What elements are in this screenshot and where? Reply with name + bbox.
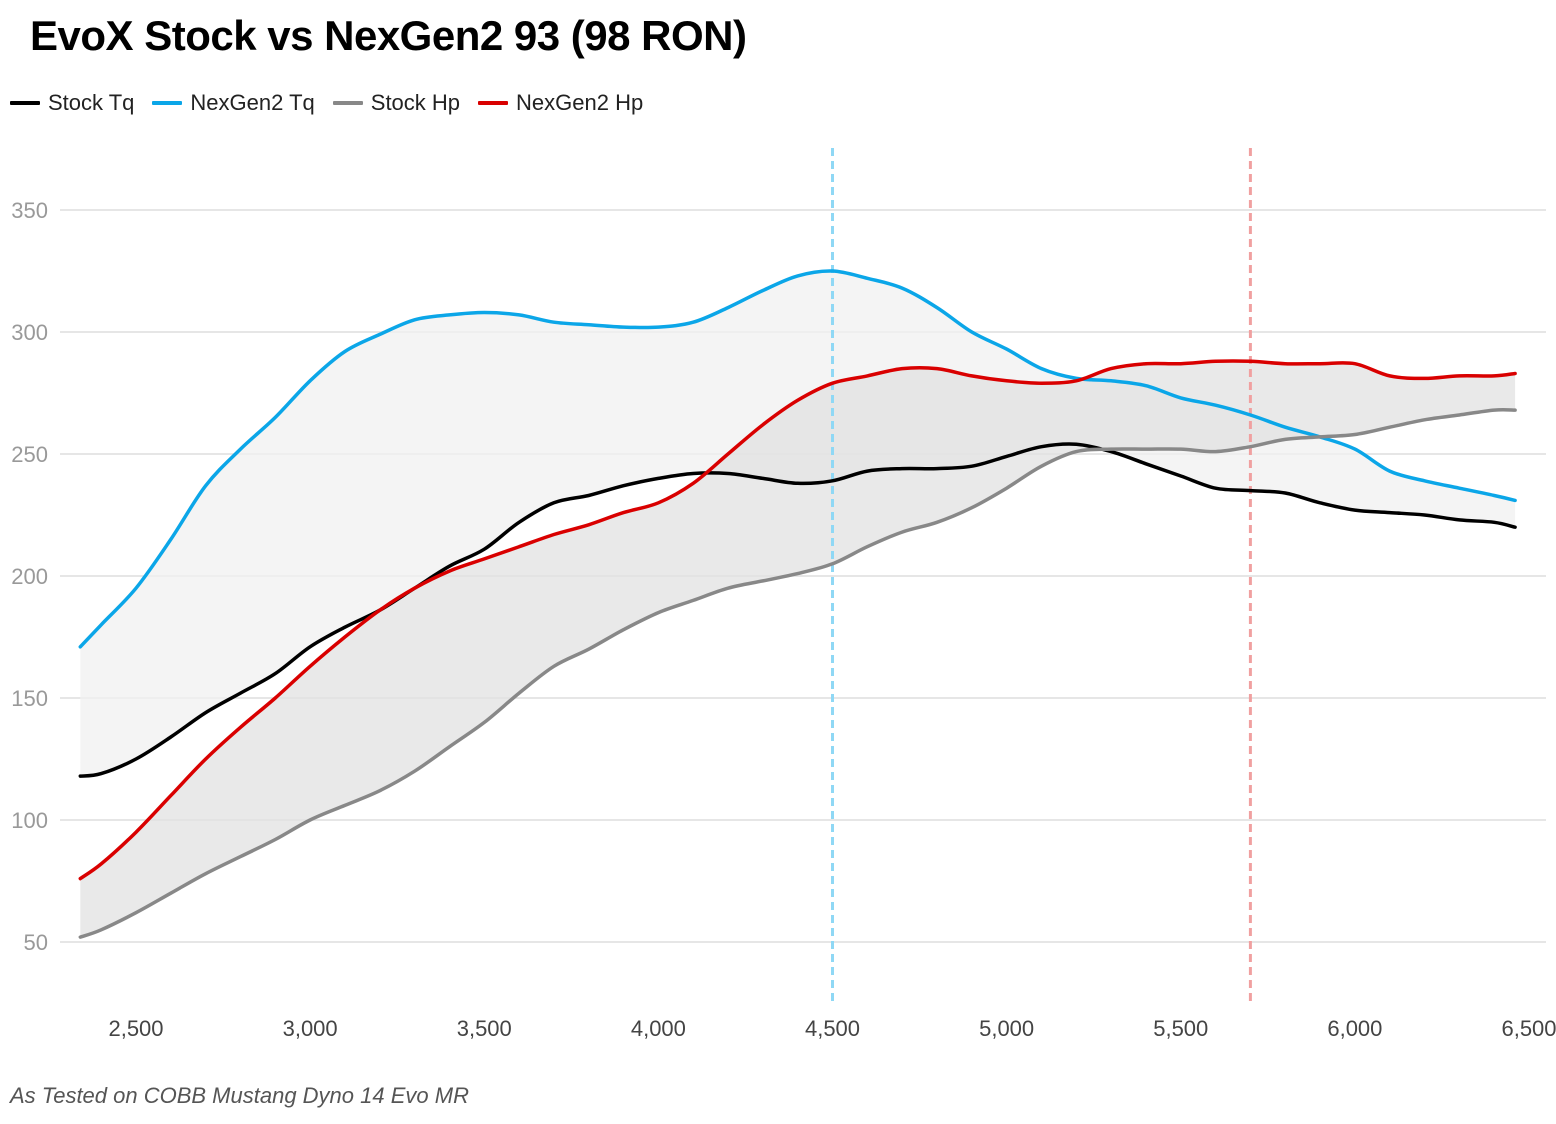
chart-title: EvoX Stock vs NexGen2 93 (98 RON) xyxy=(30,12,747,59)
legend-item-stock-tq: Stock Tq xyxy=(10,90,134,116)
footer-note: As Tested on COBB Mustang Dyno 14 Evo MR xyxy=(10,1083,469,1108)
y-tick-label-350: 350 xyxy=(11,198,48,223)
x-tick-label-3500: 3,500 xyxy=(457,1016,512,1041)
x-tick-label-6500: 6,500 xyxy=(1501,1016,1556,1041)
legend-swatch-stock-tq xyxy=(10,101,40,105)
shaded-band-2 xyxy=(80,361,1516,938)
legend-label-nexgen2-hp: NexGen2 Hp xyxy=(516,90,644,115)
y-axis: 50 100 150 200 250 300 350 xyxy=(11,198,48,955)
legend-item-stock-hp: Stock Hp xyxy=(332,90,461,116)
x-tick-label-3000: 3,000 xyxy=(283,1016,338,1041)
legend-label-nexgen2-tq: NexGen2 Tq xyxy=(190,90,315,115)
legend-swatch-stock-hp xyxy=(332,101,363,105)
y-tick-label-100: 100 xyxy=(11,808,48,833)
y-tick-label-300: 300 xyxy=(11,320,48,345)
x-tick-label-6000: 6,000 xyxy=(1327,1016,1382,1041)
x-axis: 2,500 3,000 3,500 4,000 4,500 5,000 5,500 6,000… xyxy=(108,1016,1556,1041)
series-line-stock-tq xyxy=(78,442,1517,778)
x-tick-label-5500: 5,500 xyxy=(1153,1016,1208,1041)
band-layer xyxy=(80,271,1516,938)
y-tick-label-200: 200 xyxy=(11,564,48,589)
legend-label-stock-hp: Stock Hp xyxy=(370,90,461,115)
x-tick-label-4000: 4,000 xyxy=(631,1016,686,1041)
y-tick-label-50: 50 xyxy=(24,930,48,955)
x-tick-label-4500: 4,500 xyxy=(805,1016,860,1041)
legend-item-nexgen2-tq: NexGen2 Tq xyxy=(152,90,315,116)
legend-item-nexgen2-hp: NexGen2 Hp xyxy=(478,90,643,116)
x-tick-label-5000: 5,000 xyxy=(979,1016,1034,1041)
y-tick-label-250: 250 xyxy=(11,442,48,467)
y-tick-label-150: 150 xyxy=(11,686,48,711)
legend: Stock Tq NexGen2 Tq Stock Hp NexGen2 Hp xyxy=(10,90,661,116)
series-line-nexgen2-hp xyxy=(78,359,1517,881)
x-tick-label-2500: 2,500 xyxy=(108,1016,163,1041)
legend-label-stock-tq: Stock Tq xyxy=(48,90,135,115)
series-line-stock-hp xyxy=(78,407,1517,939)
series-layer xyxy=(78,269,1517,939)
series-line-nexgen2-tq xyxy=(78,269,1517,649)
legend-swatch-nexgen2-tq xyxy=(152,101,183,105)
legend-swatch-nexgen2-hp xyxy=(478,101,509,105)
